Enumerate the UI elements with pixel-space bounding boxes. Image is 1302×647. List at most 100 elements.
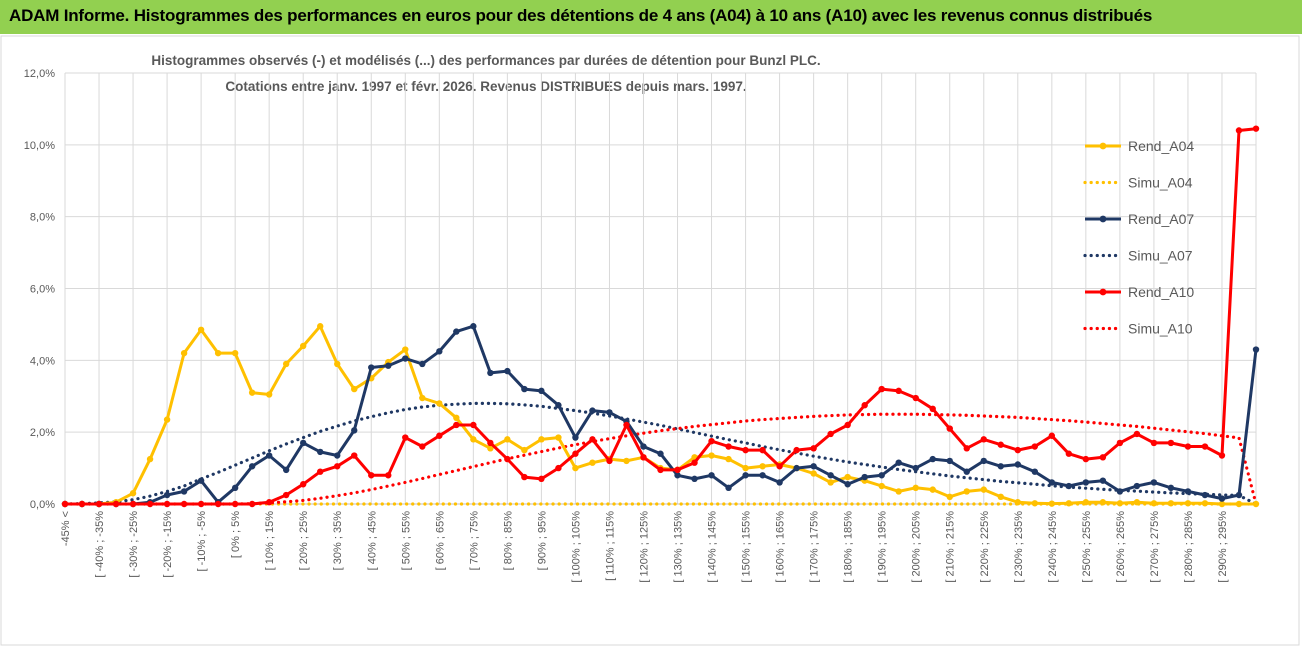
data-point — [997, 441, 1004, 448]
data-point — [810, 463, 817, 470]
x-tick-label: [ 210% ; 215% — [945, 511, 957, 583]
x-tick-label: [ 200% ; 205% — [911, 511, 923, 583]
data-point — [1082, 479, 1090, 486]
x-tick-label: [ 60% ; 65% — [434, 511, 446, 571]
data-point — [453, 328, 460, 335]
chart-area-border — [0, 35, 1300, 646]
data-point — [231, 349, 239, 357]
legend-label: Rend_A10 — [1128, 284, 1194, 300]
data-point — [963, 468, 970, 475]
data-point — [334, 360, 341, 368]
data-point — [265, 452, 273, 459]
data-point — [776, 463, 783, 470]
data-point — [759, 446, 766, 454]
data-point — [1065, 482, 1073, 490]
data-point — [248, 463, 256, 470]
legend-label: Rend_A04 — [1128, 138, 1194, 154]
x-tick-label: [ 220% ; 225% — [979, 511, 991, 583]
data-point — [231, 484, 239, 492]
data-point — [1099, 477, 1107, 484]
legend: Rend_A04 Simu_A04 Rend_A07 Simu_A07 Rend_A10… — [1083, 138, 1194, 337]
data-point — [351, 385, 358, 393]
data-point — [1116, 439, 1124, 447]
data-point — [1065, 450, 1073, 457]
data-point — [827, 479, 834, 486]
x-tick-label: [ 120% ; 125% — [638, 511, 650, 583]
x-tick-label: [ 250% ; 255% — [1081, 511, 1093, 583]
data-point — [214, 349, 222, 357]
data-point — [265, 391, 273, 398]
data-point — [844, 481, 851, 488]
data-point — [180, 349, 188, 357]
data-point — [334, 452, 341, 459]
data-point — [589, 407, 596, 414]
data-point — [708, 452, 715, 459]
data-point — [1031, 468, 1039, 475]
data-point — [436, 348, 443, 355]
data-point — [300, 342, 307, 350]
data-point — [1082, 455, 1090, 463]
data-point — [963, 488, 970, 495]
data-point — [61, 500, 69, 508]
data-point — [402, 346, 409, 353]
legend-marker — [1099, 288, 1107, 296]
data-point — [810, 445, 817, 452]
data-point — [929, 405, 936, 413]
series-line — [65, 324, 1258, 506]
x-tick-label: [ 110% ; 115% — [604, 511, 616, 581]
data-point — [129, 490, 137, 497]
data-point — [453, 421, 460, 429]
data-point — [725, 443, 732, 450]
legend-entry: Simu_A10 — [1083, 321, 1193, 337]
data-point — [265, 499, 273, 506]
x-tick-label: [ 80% ; 85% — [502, 511, 514, 571]
series-lines — [61, 125, 1260, 508]
series-line — [65, 127, 1257, 506]
x-tick-label: [ 90% ; 95% — [536, 511, 548, 571]
data-point — [1184, 500, 1192, 507]
data-point — [197, 477, 205, 484]
data-point — [487, 369, 494, 377]
data-point — [300, 481, 307, 488]
data-point — [1014, 499, 1021, 506]
data-point — [248, 389, 256, 396]
data-point — [78, 500, 86, 508]
data-point — [1065, 500, 1073, 507]
data-point — [1184, 488, 1192, 495]
data-point — [708, 437, 715, 445]
data-point — [895, 387, 902, 395]
legend-entry: Rend_A10 — [1085, 284, 1194, 300]
data-point — [997, 493, 1004, 501]
x-tick-label: [ 180% ; 185% — [843, 511, 855, 583]
data-point — [538, 475, 545, 483]
x-tick-label: [ 30% ; 35% — [332, 511, 344, 571]
data-point — [436, 432, 443, 439]
legend-label: Simu_A07 — [1128, 248, 1193, 264]
data-point — [878, 482, 885, 490]
data-point — [317, 323, 324, 330]
y-tick-label: 8,0% — [30, 212, 55, 224]
data-point — [997, 463, 1004, 470]
data-point — [606, 457, 613, 465]
data-point — [555, 434, 562, 441]
data-point — [351, 452, 358, 459]
chart-title-line-1: Histogrammes observés (-) et modélisés (… — [151, 53, 820, 68]
data-point — [504, 367, 511, 375]
data-point — [1150, 439, 1158, 447]
series-simu-a10 — [63, 412, 1258, 506]
legend-label: Rend_A07 — [1128, 211, 1194, 227]
data-point — [538, 436, 545, 443]
y-tick-label: 12,0% — [24, 68, 55, 80]
data-point — [742, 446, 749, 454]
data-point — [980, 436, 987, 443]
data-point — [487, 439, 494, 447]
data-point — [861, 473, 868, 481]
data-point — [163, 500, 171, 508]
chart-title-line-2: Cotations entre janv. 1997 et févr. 2026… — [225, 79, 746, 94]
x-tick-label: [ 40% ; 45% — [366, 511, 378, 571]
data-point — [487, 445, 494, 452]
data-point — [742, 464, 749, 472]
legend-label: Simu_A04 — [1128, 175, 1193, 191]
